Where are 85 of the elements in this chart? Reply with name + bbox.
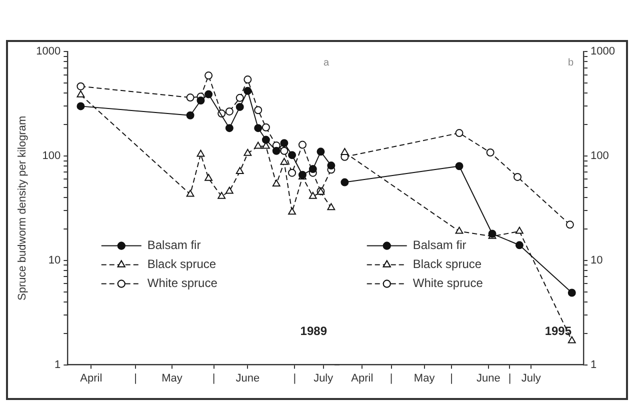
y-tick-label: 1 xyxy=(54,358,61,371)
legend-label: Balsam fir xyxy=(147,238,201,252)
x-tick-label: | xyxy=(212,372,216,384)
point xyxy=(186,94,194,102)
point xyxy=(225,107,234,116)
point xyxy=(514,172,522,181)
point xyxy=(455,129,464,138)
y-tick-label: 1000 xyxy=(36,46,61,58)
point xyxy=(76,102,85,110)
point xyxy=(340,178,349,186)
legend-label: White spruce xyxy=(147,276,218,290)
y-tick-label: 100 xyxy=(42,150,61,162)
point xyxy=(298,140,306,149)
point xyxy=(455,162,464,170)
point xyxy=(76,90,85,98)
y-tick-label: 10 xyxy=(48,254,61,266)
y2-tick-label: 100 xyxy=(590,150,609,162)
x-tick-label: July xyxy=(521,372,542,384)
point xyxy=(288,151,296,160)
point xyxy=(254,106,262,114)
point xyxy=(244,76,252,84)
point xyxy=(515,226,524,234)
point xyxy=(262,123,270,132)
point xyxy=(186,190,194,197)
annotation: b xyxy=(568,58,574,69)
x-tick-label: July xyxy=(314,372,334,384)
point xyxy=(262,136,270,144)
point xyxy=(568,288,576,297)
point xyxy=(568,336,576,344)
point xyxy=(225,186,234,194)
x-tick-label: June xyxy=(236,372,260,384)
point xyxy=(272,146,280,155)
point xyxy=(254,142,262,149)
point xyxy=(186,111,194,120)
x-tick-label: June xyxy=(476,372,500,384)
annotation: 1995 xyxy=(544,324,572,338)
point xyxy=(204,72,213,80)
annotation: 1989 xyxy=(300,324,328,338)
y2-tick-label: 1 xyxy=(590,358,597,371)
x-tick-label: April xyxy=(80,372,102,384)
point xyxy=(308,165,317,174)
point xyxy=(218,192,226,199)
point xyxy=(455,226,464,234)
point xyxy=(196,150,205,157)
annotation: a xyxy=(323,58,330,69)
x-tick-label: | xyxy=(450,372,453,384)
x-tick-label: May xyxy=(162,372,183,384)
point xyxy=(204,174,213,181)
legend-label: White spruce xyxy=(412,276,484,290)
point xyxy=(515,241,524,250)
point xyxy=(308,192,317,199)
x-tick-label: | xyxy=(134,372,137,384)
point xyxy=(76,82,85,90)
y-axis-title: Spruce budworm density per kilogram xyxy=(16,116,29,301)
point xyxy=(196,96,205,105)
point xyxy=(288,208,296,215)
point xyxy=(225,124,234,132)
point xyxy=(340,148,349,156)
point xyxy=(280,158,288,165)
point xyxy=(254,124,262,132)
x-tick-label: | xyxy=(508,372,512,384)
point xyxy=(236,102,244,111)
point xyxy=(280,146,288,155)
point xyxy=(316,148,325,156)
point xyxy=(566,220,574,229)
y2-tick-label: 1000 xyxy=(590,46,616,58)
point xyxy=(288,168,296,177)
point xyxy=(280,139,288,148)
y2-tick-label: 10 xyxy=(590,254,603,266)
x-tick-label: April xyxy=(351,372,374,384)
point xyxy=(272,179,280,186)
point xyxy=(236,94,244,102)
legend-label: Black spruce xyxy=(147,257,216,272)
point xyxy=(486,148,494,157)
legend-label: Balsam fir xyxy=(412,238,466,252)
legend-label: Black spruce xyxy=(412,257,482,272)
point xyxy=(204,90,213,98)
point xyxy=(327,162,336,170)
point xyxy=(236,167,244,174)
x-tick-label: May xyxy=(414,372,436,384)
x-tick-label: | xyxy=(390,372,393,384)
point xyxy=(244,86,252,95)
x-tick-label: | xyxy=(293,372,296,384)
point xyxy=(327,203,336,210)
point xyxy=(244,148,252,156)
